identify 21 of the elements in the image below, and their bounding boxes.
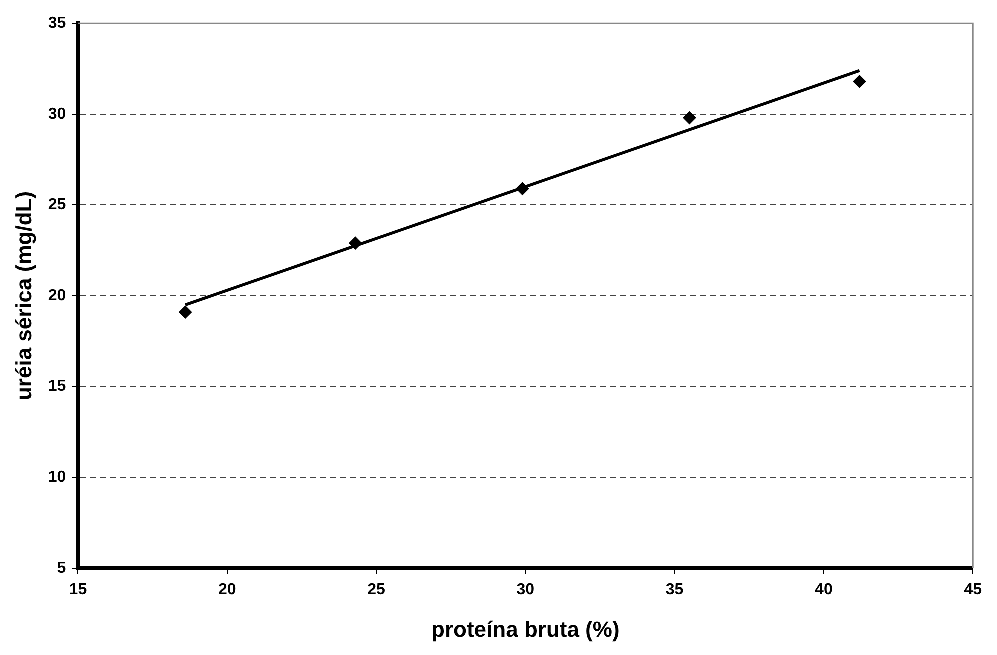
y-tick-label: 20: [48, 287, 66, 304]
y-tick-label: 30: [48, 106, 66, 123]
point: [349, 236, 362, 250]
x-tick-label: 30: [516, 581, 535, 598]
point: [516, 182, 530, 196]
point: [179, 306, 192, 319]
x-axis-title: proteína bruta (%): [432, 616, 620, 642]
point: [853, 75, 866, 88]
y-tick-label: 15: [48, 378, 66, 396]
y-tick-label: 35: [48, 15, 66, 32]
y-tick-label: 5: [57, 560, 66, 577]
x-tick-label: 40: [815, 581, 833, 598]
x-tick-label: 20: [218, 581, 236, 598]
y-tick-label: 10: [48, 469, 66, 486]
x-tick-label: 45: [964, 581, 982, 598]
x-tick-label: 25: [368, 581, 386, 598]
y-tick-label: 25: [48, 196, 66, 214]
x-tick-label: 15: [69, 581, 88, 598]
x-tick-label: 35: [666, 581, 684, 598]
y-axis-title: uréia sérica (mg/dL): [11, 191, 36, 401]
point: [683, 112, 696, 125]
